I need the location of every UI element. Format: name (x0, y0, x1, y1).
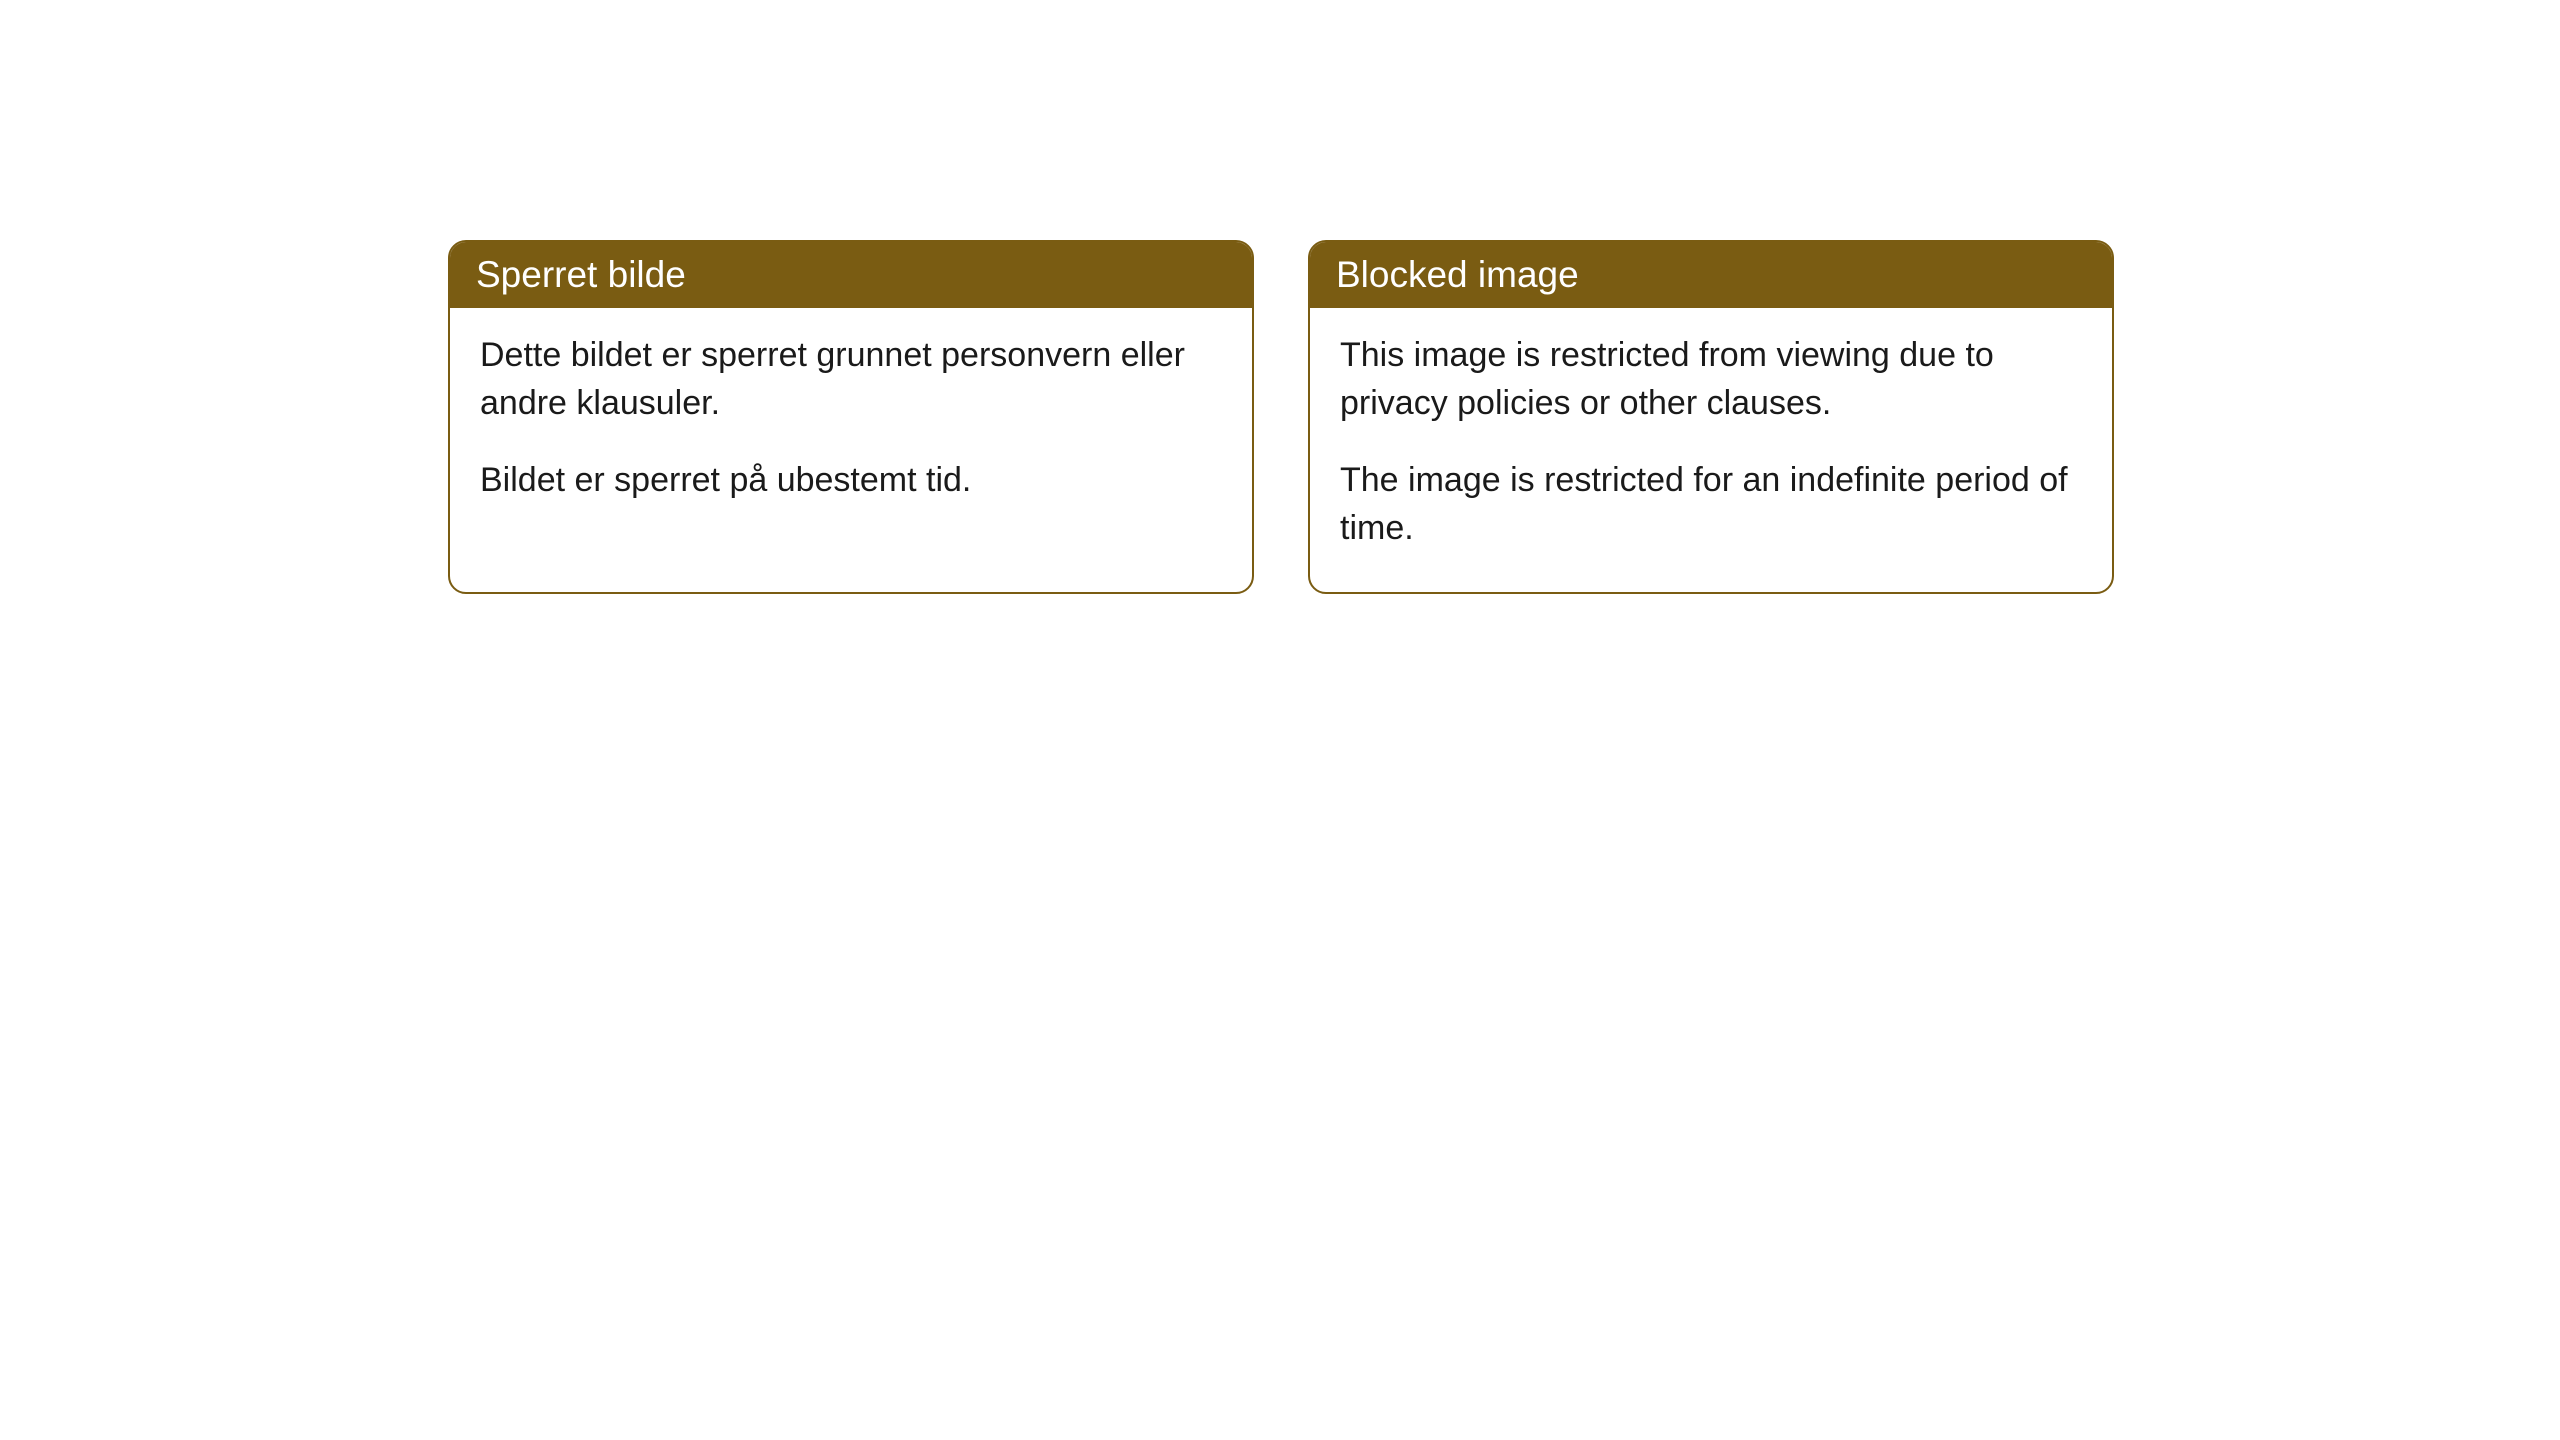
card-header: Sperret bilde (450, 242, 1252, 308)
blocked-image-card-norwegian: Sperret bilde Dette bildet er sperret gr… (448, 240, 1254, 594)
card-paragraph: Dette bildet er sperret grunnet personve… (480, 332, 1222, 427)
cards-container: Sperret bilde Dette bildet er sperret gr… (0, 0, 2560, 594)
card-header: Blocked image (1310, 242, 2112, 308)
card-title: Sperret bilde (476, 254, 686, 295)
card-body: This image is restricted from viewing du… (1310, 308, 2112, 592)
blocked-image-card-english: Blocked image This image is restricted f… (1308, 240, 2114, 594)
card-paragraph: This image is restricted from viewing du… (1340, 332, 2082, 427)
card-body: Dette bildet er sperret grunnet personve… (450, 308, 1252, 545)
card-paragraph: Bildet er sperret på ubestemt tid. (480, 457, 1222, 505)
card-title: Blocked image (1336, 254, 1579, 295)
card-paragraph: The image is restricted for an indefinit… (1340, 457, 2082, 552)
